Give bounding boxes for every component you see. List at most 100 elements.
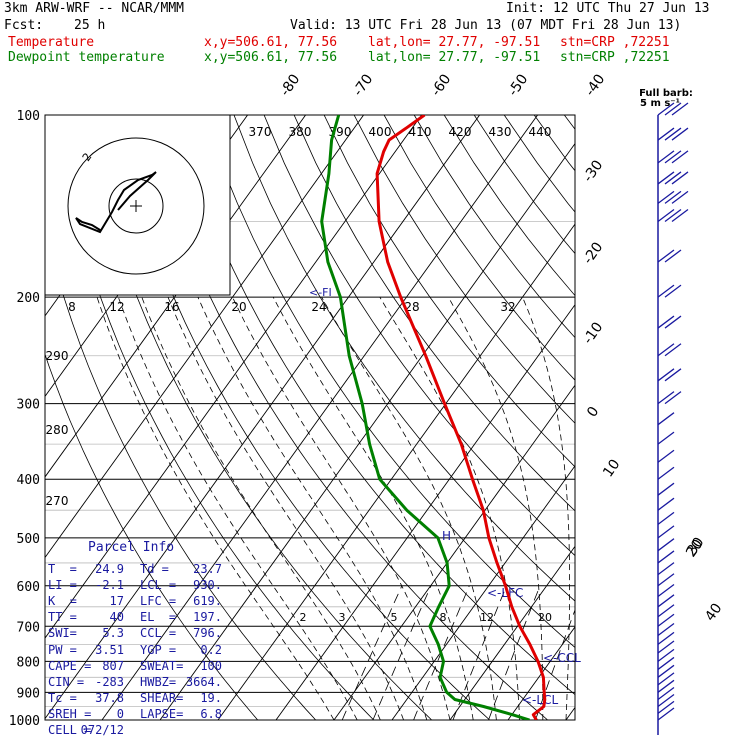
- isotherm-line: [507, 626, 575, 720]
- wind-barb: [657, 707, 675, 721]
- parcel-info-cell: CIN =: [48, 674, 85, 689]
- theta-label: 410: [409, 125, 432, 139]
- wind-barb: [657, 613, 675, 627]
- isotherm-line: [391, 465, 575, 720]
- isotherm-line: [624, 115, 740, 720]
- mixing-ratio-line: [488, 585, 541, 720]
- fcst-label: Fcst:: [4, 18, 44, 33]
- wind-barb: [657, 604, 675, 618]
- isotherm-line: [682, 115, 740, 720]
- parcel-info-cell: 40: [109, 610, 124, 625]
- wind-barb: [657, 449, 675, 463]
- pressure-tick-label: 1000: [9, 714, 40, 729]
- dry-adiabat-line: [353, 115, 575, 424]
- pressure-tick-label: 200: [17, 291, 40, 306]
- isotherm-line: [449, 545, 575, 720]
- dewpoint-station: stn=CRP ,72251: [560, 50, 670, 65]
- parcel-info-cell: SREH =: [48, 706, 92, 721]
- isotherm-line: [45, 115, 364, 559]
- wind-barb: [657, 511, 675, 525]
- parcel-info-cell: 3664.: [185, 674, 222, 689]
- isotherm-line: [45, 115, 480, 720]
- wind-barb: [657, 497, 675, 511]
- parcel-info-cell: PW =: [48, 642, 77, 657]
- pressure-tick-label: 900: [17, 686, 40, 701]
- dry-adiabat-line: [323, 115, 575, 468]
- wind-barb: [664, 391, 682, 405]
- wind-barb: [657, 343, 675, 357]
- isotherm-right-label: 0: [584, 404, 602, 420]
- parcel-info-cell: YGP =: [140, 642, 177, 657]
- wind-barb: [671, 150, 689, 164]
- theta-label: 420: [449, 125, 472, 139]
- pressure-tick-label: 800: [17, 655, 40, 670]
- wind-barb: [657, 562, 675, 576]
- wind-barb: [657, 315, 675, 329]
- dry-adiabat-line: [563, 115, 575, 130]
- isotherm-right-label: -20: [580, 239, 606, 267]
- isotherm-right-label: -30: [580, 157, 606, 185]
- hodograph-trace: [75, 171, 157, 234]
- dry-adiabat-line: [53, 115, 374, 720]
- wind-barb: [657, 102, 675, 116]
- dry-adiabat-line: [113, 115, 490, 720]
- parcel-info-cell: CAPE =: [48, 658, 92, 673]
- wind-barb: [664, 171, 682, 185]
- dry-adiabat-line: [83, 115, 432, 720]
- freezing-level-label: <-FI: [309, 286, 332, 299]
- parcel-info-cell: 0: [116, 706, 124, 721]
- lfc-label: <-LFC: [487, 586, 523, 600]
- ccl-label: <-CCL: [543, 651, 581, 665]
- wind-barb: [657, 368, 675, 382]
- hodograph-speed-label: 12: [109, 300, 124, 314]
- pressure-tick-label: 700: [17, 620, 40, 635]
- hodograph-ring: [67, 137, 205, 275]
- dewpoint-latlon: lat,lon= 27.77, -97.51: [368, 50, 541, 65]
- hodograph-box: [44, 114, 231, 296]
- wind-barb: [657, 249, 675, 263]
- wind-barb: [657, 672, 675, 686]
- wind-barb: [657, 127, 675, 141]
- barb-legend-line1: Full barb:: [639, 88, 693, 99]
- moist-adiabat-line: [141, 296, 381, 720]
- wind-barb: [657, 631, 675, 645]
- isotherm-right-label: 40: [702, 601, 725, 625]
- moist-adiabat-line: [522, 296, 570, 720]
- wind-barb: [657, 573, 675, 587]
- moist-adiabat-line: [589, 297, 604, 720]
- parcel-info-cell: Td =: [140, 562, 169, 576]
- mixing-ratio-label: 5: [391, 611, 398, 624]
- hodograph-speed-label: 8: [68, 300, 76, 314]
- wind-barb: [657, 679, 675, 693]
- wind-barb: [671, 171, 689, 185]
- isotherm-line: [159, 142, 575, 720]
- moist-adiabat-line: [96, 296, 335, 720]
- parcel-info-cell: LCL =: [140, 578, 177, 593]
- temperature-curve: [375, 115, 547, 720]
- isotherm-top-label: -80: [277, 71, 303, 99]
- wind-barb: [657, 622, 675, 637]
- hodograph-speed-label: 24: [311, 300, 326, 314]
- wind-barb: [664, 127, 682, 141]
- parcel-info-cell: T =: [48, 562, 77, 576]
- dry-adiabat-line: [473, 115, 575, 255]
- mixing-ratio-line: [413, 585, 470, 720]
- moist-adiabat-line: [197, 296, 428, 720]
- parcel-info-cell: -283: [95, 674, 124, 689]
- parcel-info-cell: 072/12: [80, 723, 124, 737]
- isotherm-line: [45, 115, 306, 478]
- wind-barb: [664, 190, 682, 204]
- isotherm-top-label: -70: [350, 71, 376, 99]
- fcst-value: 25 h: [74, 18, 106, 33]
- mixing-ratio-label: 3: [339, 611, 346, 624]
- lcl-label: <-LCL: [522, 693, 558, 707]
- isotherm-right-label: 10: [600, 457, 623, 481]
- moist-adiabat-line: [272, 296, 474, 720]
- init-time: Init: 12 UTC Thu 27 Jun 13: [506, 1, 710, 16]
- dry-adiabat-line: [143, 115, 548, 720]
- wind-barb: [671, 209, 689, 223]
- wind-barb: [657, 640, 675, 654]
- wind-barb: [657, 694, 675, 708]
- parcel-info-cell: CELL =: [48, 723, 92, 737]
